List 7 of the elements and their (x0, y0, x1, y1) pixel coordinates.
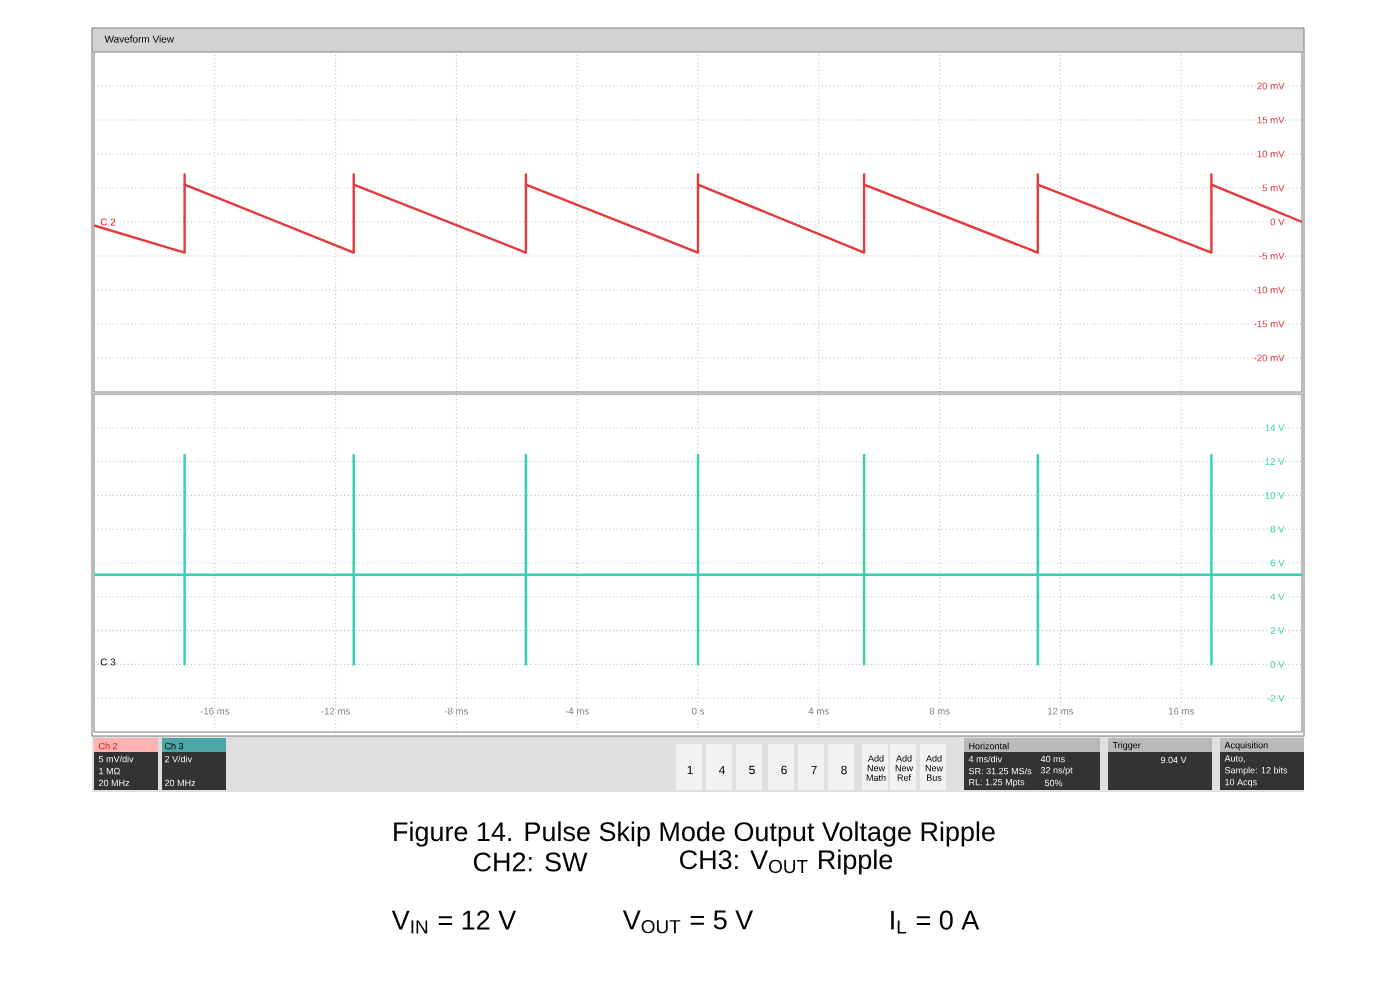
text: I$_{L}$ = 0 A (891, 910, 980, 934)
text: CH2: SW (473, 852, 588, 872)
text: V$_{OUT}$ = 5 V (622, 910, 754, 934)
caption: Figure 14. Pulse Skip Mode Output Voltage Ripple (394, 821, 995, 847)
text: CH3: V$_{OUT}$ Ripple (680, 849, 893, 875)
text: V$_{IN}$ = 12 V (391, 910, 517, 934)
line-series (94, 173, 1303, 254)
